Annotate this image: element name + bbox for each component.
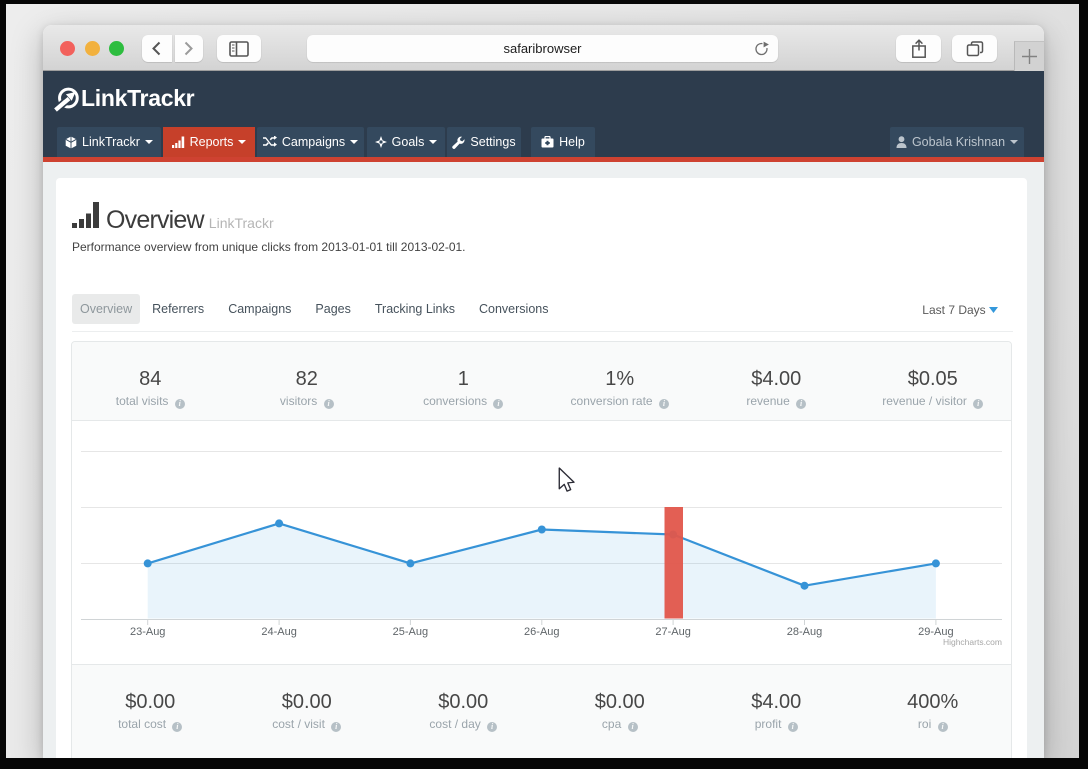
svg-text:24-Aug: 24-Aug: [261, 626, 296, 638]
svg-text:27-Aug: 27-Aug: [655, 626, 690, 638]
svg-text:26-Aug: 26-Aug: [524, 626, 559, 638]
svg-text:29-Aug: 29-Aug: [918, 626, 953, 638]
svg-text:28-Aug: 28-Aug: [787, 626, 822, 638]
svg-text:25-Aug: 25-Aug: [393, 626, 428, 638]
svg-text:Highcharts.com: Highcharts.com: [943, 637, 1002, 647]
svg-text:23-Aug: 23-Aug: [130, 626, 165, 638]
